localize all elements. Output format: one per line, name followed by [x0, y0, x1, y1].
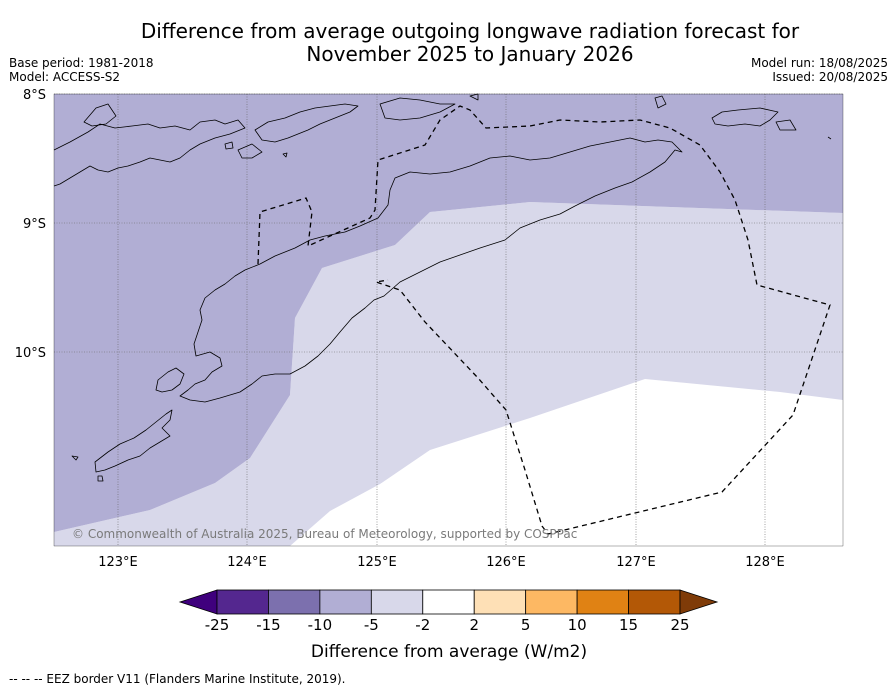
colorbar-segment — [628, 589, 681, 615]
lat-label-8s: 8°S — [23, 88, 46, 103]
colorbar-tick-label: -2 — [415, 616, 430, 634]
title-line-1: Difference from average outgoing longwav… — [140, 19, 800, 43]
coast-island-ne-2 — [711, 107, 779, 127]
colorbar-segment — [576, 589, 629, 615]
coast-island-ne-1 — [654, 95, 667, 109]
lon-label-126e: 126°E — [486, 555, 526, 570]
coast-small-island-6 — [97, 475, 104, 482]
eez-border — [257, 105, 831, 535]
colorbar-tick-label: 10 — [568, 616, 587, 634]
colorbar: -25 -15 -10 -5 -2 2 5 10 15 25 Difference from av… — [178, 589, 719, 662]
colorbar-tick-label: -5 — [364, 616, 379, 634]
colorbar-segment — [525, 589, 578, 615]
colorbar-tick-label: -10 — [308, 616, 333, 634]
colorbar-tick-label: 5 — [521, 616, 531, 634]
colorbar-segments — [216, 589, 681, 615]
coast-small-island-1 — [83, 103, 117, 127]
coast-rote — [155, 367, 185, 393]
colorbar-segment — [216, 589, 269, 615]
model-name: Model: ACCESS-S2 — [9, 70, 121, 84]
base-period: Base period: 1981-2018 — [9, 56, 154, 70]
coastlines — [53, 93, 832, 482]
lat-labels: 8°S 9°S 10°S — [15, 88, 46, 361]
colorbar-tick-label: -15 — [256, 616, 281, 634]
coast-island-ne-4 — [827, 136, 832, 140]
coast-flores — [53, 119, 246, 187]
colorbar-tick-label: 25 — [670, 616, 689, 634]
region-diff-medium — [54, 94, 843, 532]
colorbar-segment — [370, 589, 424, 615]
title-line-2: November 2025 to January 2026 — [306, 42, 634, 66]
colorbar-title: Difference from average (W/m2) — [311, 642, 587, 662]
colorbar-segment — [268, 589, 321, 615]
lon-label-125e: 125°E — [357, 555, 397, 570]
lon-label-124e: 124°E — [227, 555, 267, 570]
coast-small-island-7 — [469, 93, 479, 101]
colorbar-segment — [473, 589, 527, 615]
coast-savu — [94, 409, 173, 473]
coast-small-island-2 — [224, 141, 234, 150]
lon-label-123e: 123°E — [98, 555, 138, 570]
coast-timor — [179, 137, 683, 403]
lon-labels: 123°E 124°E 125°E 126°E 127°E 128°E — [98, 555, 785, 570]
colorbar-tick-label: 15 — [619, 616, 638, 634]
colorbar-segment — [422, 589, 475, 615]
colorbar-segment — [319, 589, 372, 615]
lat-label-10s: 10°S — [15, 346, 46, 361]
lon-label-128e: 128°E — [745, 555, 785, 570]
copyright-text: © Commonwealth of Australia 2025, Bureau… — [72, 527, 577, 541]
map-frame — [53, 93, 844, 547]
coast-small-island-3 — [282, 152, 288, 158]
coast-small-island-4 — [237, 143, 263, 159]
issued-date: Issued: 20/08/2025 — [772, 70, 888, 84]
eez-border-line — [257, 105, 831, 535]
meta-right: Model run: 18/08/2025 Issued: 20/08/2025 — [751, 56, 888, 84]
colorbar-extend-low — [178, 589, 218, 615]
colorbar-tick-labels: -25 -15 -10 -5 -2 2 5 10 15 25 — [205, 616, 690, 634]
coast-wetar — [379, 97, 456, 121]
colorbar-tick-label: 2 — [469, 616, 479, 634]
chart-title: Difference from average outgoing longwav… — [0, 20, 896, 66]
lon-label-127e: 127°E — [616, 555, 656, 570]
model-run: Model run: 18/08/2025 — [750, 56, 888, 70]
colorbar-tick-label: -25 — [205, 616, 230, 634]
region-diff-light — [54, 202, 843, 546]
colorbar-extend-high — [679, 589, 719, 615]
footnote: -- -- -- EEZ border V11 (Flanders Marine… — [9, 672, 346, 686]
coast-island-ne-3 — [775, 119, 797, 131]
meta-left: Base period: 1981-2018 Model: ACCESS-S2 — [9, 56, 154, 84]
coast-alor — [254, 103, 359, 143]
coast-small-island-5 — [71, 455, 79, 461]
map-panel: © Commonwealth of Australia 2025, Bureau… — [53, 93, 844, 547]
lat-label-9s: 9°S — [23, 217, 46, 232]
